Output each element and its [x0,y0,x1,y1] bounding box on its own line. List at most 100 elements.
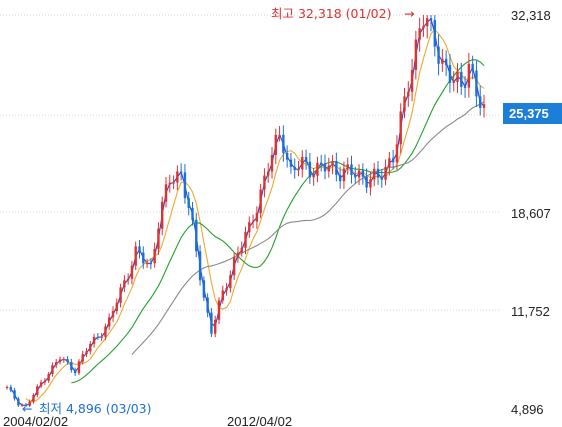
candle-body [157,228,160,249]
candle-body [126,278,130,281]
candle-body [51,365,54,375]
candle-body [198,251,202,281]
high-arrow-icon: → [404,6,414,21]
candle-body [263,175,266,190]
candle-body [285,152,289,160]
x-axis: 2004/02/02 2012/04/02 [3,414,292,427]
candle-body [66,359,69,363]
candle-body [407,91,410,97]
candle-body [331,161,334,166]
candle-body [179,171,183,173]
candle-body [183,172,187,199]
candle-body [312,175,315,178]
candle-body [39,382,43,387]
candle-body [414,39,418,70]
candle-body [320,162,323,164]
candle-body [388,158,391,167]
candle-body [369,179,372,188]
candle-body [267,171,270,176]
candle-body [384,166,387,180]
candle-body [62,359,65,361]
candle-body [251,221,255,223]
candle-body [36,386,39,396]
candle-body [229,275,232,289]
candle-body [119,287,122,303]
candle-body [77,361,81,374]
candle-body [55,362,58,366]
candle-body [274,134,277,156]
candle-body [376,168,380,178]
candle-body [9,387,12,391]
candle-body [361,170,365,177]
candle-body [89,343,92,352]
candle-body [232,257,236,276]
candle-body [410,69,414,92]
candle-body [482,104,486,108]
candle-body [5,387,9,389]
candle-body [58,359,62,363]
candle-body [452,82,455,84]
current-price-box: 25,375 [503,103,562,124]
candle-body [308,161,312,178]
candle-body [138,246,141,253]
candle-body [441,58,444,64]
candle-body [297,169,300,171]
candle-body [210,312,213,334]
candle-body [214,319,217,334]
low-arrow-icon: ← [22,401,32,416]
y-axis: 32,318 18,607 11,752 4,896 [511,8,551,417]
candle-body [282,134,285,153]
candle-body [316,162,319,176]
candle-body [395,144,399,163]
candle-body [301,156,304,170]
candle-body [278,134,281,136]
current-price-label: 25,375 [509,106,549,121]
y-tick-label: 4,896 [511,402,544,417]
candle-body [100,336,103,338]
candle-body [92,336,96,344]
candle-body [463,86,467,88]
candle-body [471,63,474,71]
candle-body [70,362,73,371]
candle-body [391,158,395,163]
candle-body [433,19,436,47]
candle-body [418,28,421,40]
candle-body [380,177,383,180]
candle-body [437,46,440,64]
candle-body [293,166,296,171]
candle-body [28,401,31,406]
candle-body [111,311,115,318]
candle-body [456,71,459,83]
candle-body [115,302,118,312]
x-tick-label: 2004/02/02 [3,414,68,427]
candle-body [350,164,353,176]
candle-body [130,265,134,279]
candle-body [240,247,243,253]
candle-body [255,213,259,222]
candle-body [134,246,137,266]
candle-body [13,390,16,399]
candle-body [108,317,111,327]
candle-body [399,111,402,145]
candle-body [217,300,221,320]
candle-body [460,71,463,87]
candle-body [259,189,262,214]
candle-body [164,184,168,202]
candle-body [270,155,274,172]
current-price-bg [503,103,562,124]
high-annotation-label: 최고 32,318 (01/02) [271,6,391,21]
moving-average-line [25,29,485,403]
candle-body [153,248,156,264]
low-annotation-label: 최저 4,896 (03/03) [39,401,152,416]
candle-body [335,161,338,175]
candle-body [304,156,308,162]
high-annotation: 최고 32,318 (01/02) → [271,6,414,21]
candles [5,15,486,407]
candle-body [444,58,448,66]
y-tick-label: 32,318 [511,8,551,23]
candle-body [448,65,452,83]
candle-body [221,290,224,301]
candle-body [161,201,164,229]
candle-body [145,263,149,265]
